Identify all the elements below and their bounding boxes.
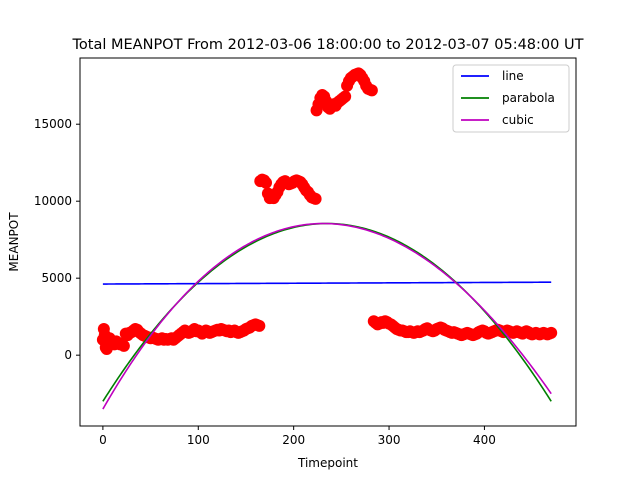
data-point xyxy=(260,176,272,189)
chart-title: Total MEANPOT From 2012-03-06 18:00:00 t… xyxy=(72,37,584,53)
y-tick-label: 10000 xyxy=(34,194,72,208)
data-point xyxy=(309,192,322,205)
x-tick-label: 200 xyxy=(282,433,305,447)
data-point xyxy=(545,326,558,339)
axis-ticks: 0 100 200 300 400 0 5000 10000 15000 xyxy=(34,117,496,447)
fit-line-line xyxy=(102,281,552,285)
legend: line parabola cubic xyxy=(452,64,570,133)
x-tick-label: 400 xyxy=(473,433,496,447)
y-tick-label: 5000 xyxy=(41,271,72,285)
x-tick-label: 0 xyxy=(99,433,107,447)
data-point xyxy=(365,84,378,97)
y-axis-label: MEANPOT xyxy=(7,212,21,272)
fit-line-cubic xyxy=(102,222,552,410)
data-point xyxy=(117,339,130,352)
x-tick-label: 300 xyxy=(378,433,401,447)
x-tick-label: 100 xyxy=(187,433,210,447)
y-tick-label: 0 xyxy=(64,348,72,362)
data-point xyxy=(339,90,352,103)
data-point xyxy=(253,319,266,332)
legend-box xyxy=(452,64,570,133)
axes-frame xyxy=(79,57,577,427)
legend-label-parabola: parabola xyxy=(502,91,555,105)
legend-label-line: line xyxy=(502,69,524,83)
legend-label-cubic: cubic xyxy=(502,113,534,127)
y-tick-label: 15000 xyxy=(34,117,72,131)
plot-area xyxy=(96,67,558,410)
x-axis-label: Timepoint xyxy=(297,456,358,470)
